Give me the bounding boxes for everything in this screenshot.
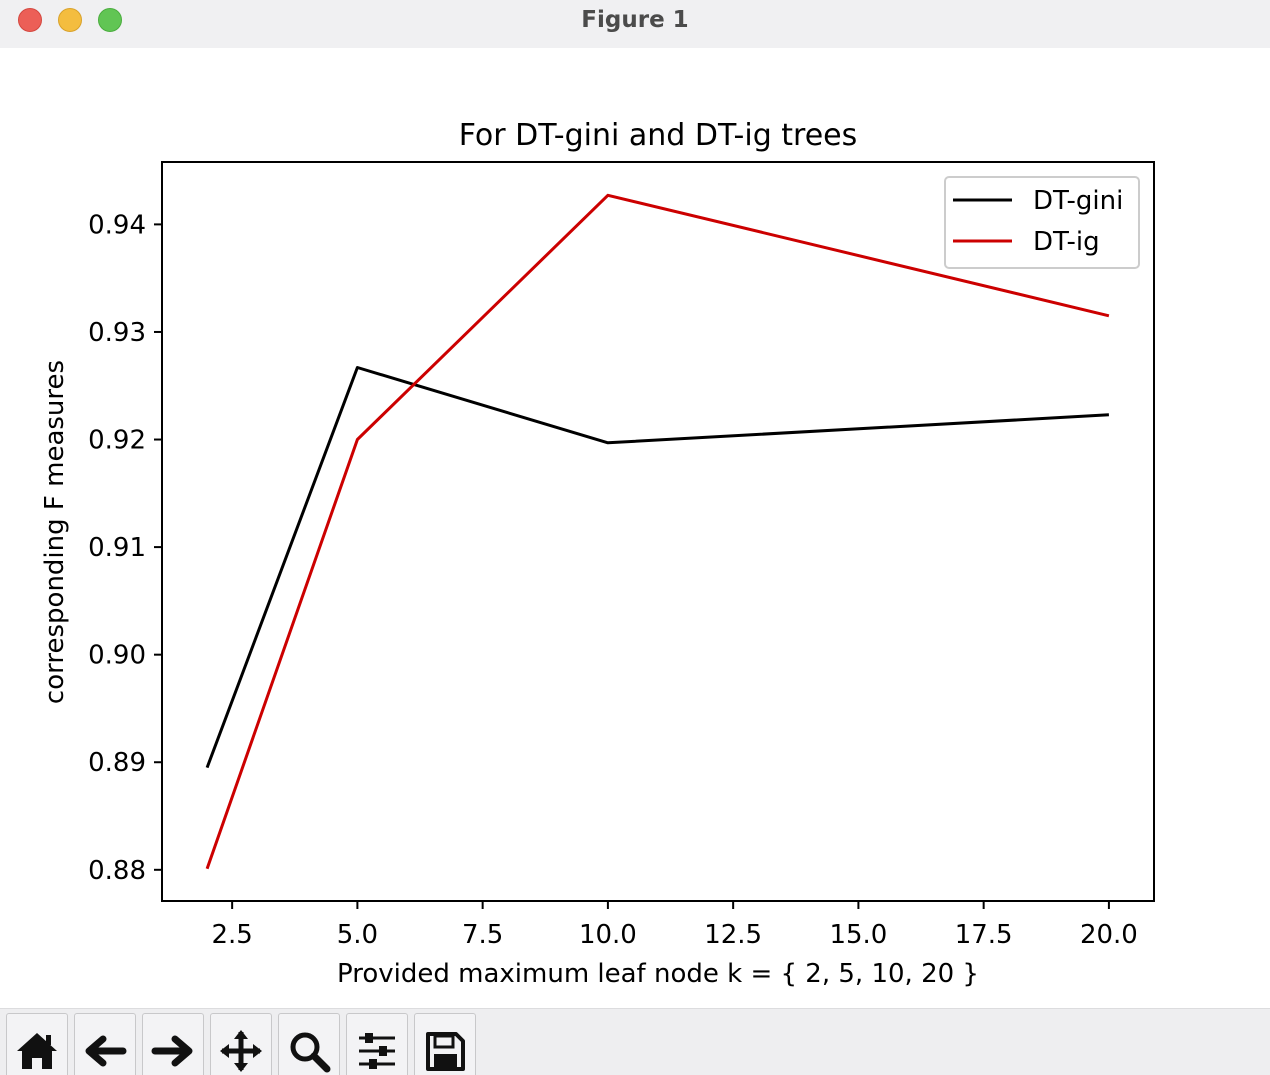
navigation-toolbar xyxy=(0,1008,1270,1075)
legend-label-dt-gini: DT-gini xyxy=(1033,186,1123,216)
line-chart: For DT-gini and DT-ig trees 2.5 5.0 7.5 10.… xyxy=(40,118,1155,989)
x-axis-label: Provided maximum leaf node k = { 2, 5, 1… xyxy=(337,959,979,989)
figure-canvas: For DT-gini and DT-ig trees 2.5 5.0 7.5 10.… xyxy=(0,48,1270,1010)
y-tick-label: 0.90 xyxy=(88,641,146,671)
series-line-dt-gini xyxy=(205,366,1109,769)
configure-subplots-button[interactable] xyxy=(346,1013,408,1075)
y-tick-label: 0.93 xyxy=(88,318,146,348)
x-tick-label: 17.5 xyxy=(955,920,1013,950)
configure-subplots-icon xyxy=(359,1032,395,1069)
x-axis-ticks: 2.5 5.0 7.5 10.0 12.5 15.0 17.5 20.0 xyxy=(211,901,1138,950)
legend: DT-gini DT-ig xyxy=(944,176,1140,269)
chart-title: For DT-gini and DT-ig trees xyxy=(459,118,858,153)
pan-icon xyxy=(220,1029,262,1072)
back-arrow-icon xyxy=(85,1035,127,1066)
save-icon xyxy=(426,1031,465,1071)
home-icon xyxy=(17,1032,57,1069)
back-button[interactable] xyxy=(74,1013,136,1075)
y-axis-label: corresponding F measures xyxy=(40,360,70,704)
y-tick-label: 0.88 xyxy=(88,856,146,886)
x-tick-label: 5.0 xyxy=(337,920,378,950)
window-title: Figure 1 xyxy=(581,7,689,33)
zoom-icon xyxy=(290,1032,331,1072)
series-line-dt-ig xyxy=(205,193,1110,870)
maximize-window-button[interactable] xyxy=(98,8,122,32)
series-lines xyxy=(205,193,1110,870)
x-tick-label: 15.0 xyxy=(829,920,887,950)
zoom-button[interactable] xyxy=(278,1013,340,1075)
y-tick-label: 0.92 xyxy=(88,426,146,456)
pan-button[interactable] xyxy=(210,1013,272,1075)
x-tick-label: 10.0 xyxy=(579,920,637,950)
save-button[interactable] xyxy=(414,1013,476,1075)
forward-arrow-icon xyxy=(151,1035,193,1066)
x-tick-label: 7.5 xyxy=(462,920,503,950)
y-tick-label: 0.94 xyxy=(88,210,146,240)
forward-button[interactable] xyxy=(142,1013,204,1075)
y-tick-label: 0.89 xyxy=(88,748,146,778)
minimize-window-button[interactable] xyxy=(58,8,82,32)
y-axis-ticks: 0.88 0.89 0.90 0.91 0.92 0.93 0.94 xyxy=(88,210,162,886)
legend-label-dt-ig: DT-ig xyxy=(1033,227,1100,257)
window-titlebar: Figure 1 xyxy=(0,0,1270,49)
x-tick-label: 12.5 xyxy=(704,920,762,950)
home-button[interactable] xyxy=(6,1013,68,1075)
close-window-button[interactable] xyxy=(18,8,42,32)
x-tick-label: 20.0 xyxy=(1080,920,1138,950)
x-tick-label: 2.5 xyxy=(211,920,252,950)
plot-area xyxy=(161,161,1155,902)
y-tick-label: 0.91 xyxy=(88,533,146,563)
